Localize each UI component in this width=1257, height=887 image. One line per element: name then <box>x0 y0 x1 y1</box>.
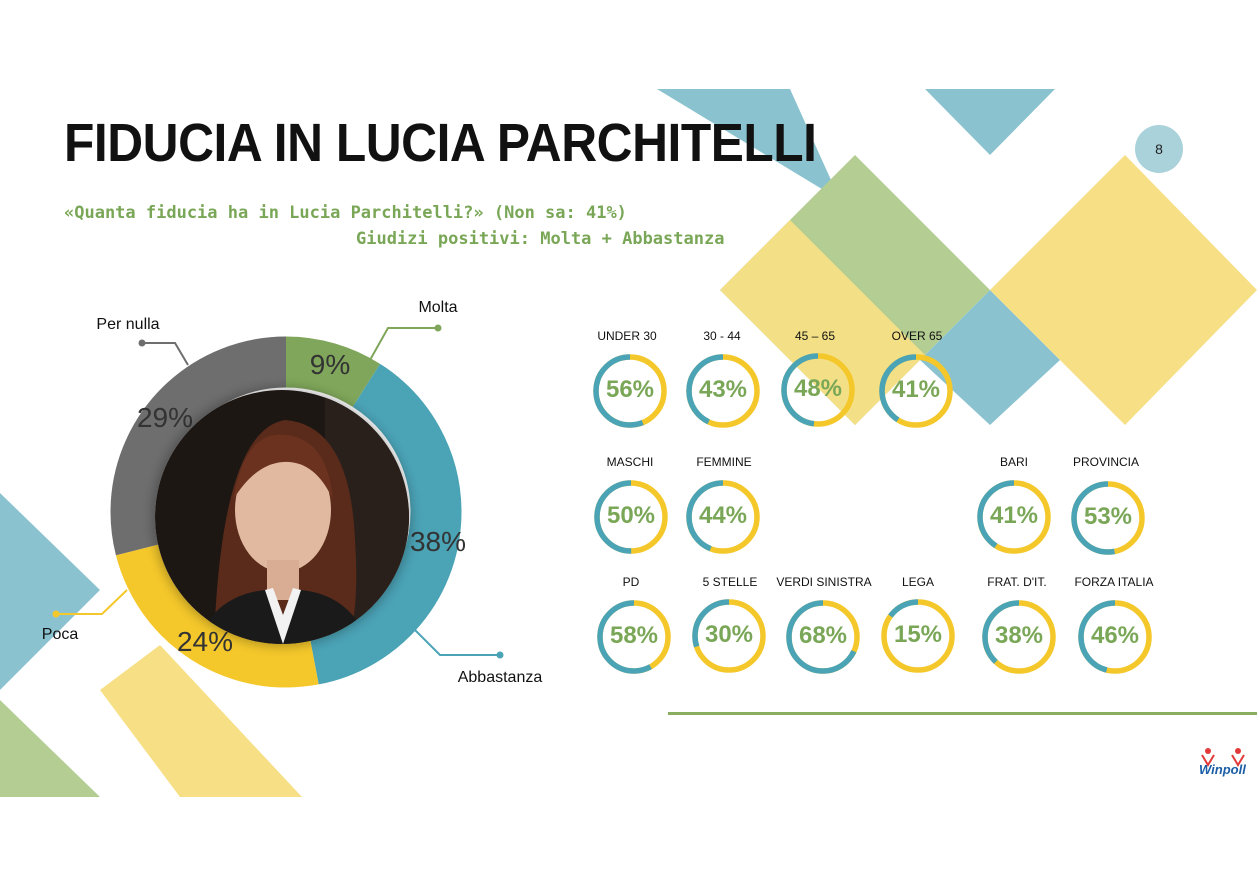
portrait-illustration <box>155 390 409 644</box>
question-subtitle: «Quanta fiducia ha in Lucia Parchitelli?… <box>64 203 627 223</box>
segment-label-frat-d-it: FRAT. D'IT. <box>987 575 1047 589</box>
segment-label-forza-italia: FORZA ITALIA <box>1074 575 1154 589</box>
deco-teal-small-triangle <box>925 89 1055 155</box>
leader-line-poca <box>56 589 128 615</box>
donut-value-abbastanza: 38% <box>410 526 466 557</box>
donut-value-poca: 24% <box>177 626 233 657</box>
deco-teal-diamond-mid <box>920 290 1060 425</box>
winpoll-logo-text: Winpoll <box>1199 762 1246 777</box>
ring-positive-frat-d-it <box>982 600 1056 674</box>
segment-value-forza-italia: 46% <box>1090 622 1140 649</box>
leader-line-abbastanza <box>414 629 500 656</box>
donut-category-per-nulla: Per nulla <box>96 316 159 333</box>
ring-positive-5-stelle <box>692 599 766 673</box>
donut-category-molta: Molta <box>418 299 457 316</box>
winpoll-logo-icon <box>1201 748 1245 767</box>
segment-label-pd: PD <box>622 575 640 589</box>
ring-positive-forza-italia <box>1078 600 1152 674</box>
ring-positive-femmine <box>686 480 760 554</box>
segment-value-5-stelle: 30% <box>704 621 754 648</box>
ring-positive-bari <box>977 480 1051 554</box>
segment-value-bari: 41% <box>989 502 1039 529</box>
footer-divider-line <box>668 712 1257 715</box>
segment-label-5-stelle: 5 STELLE <box>702 575 758 589</box>
ring-positive-verdi-sinistra <box>786 600 860 674</box>
segment-value-maschi: 50% <box>606 502 656 529</box>
deco-yellow-diamond-right <box>990 155 1257 425</box>
segment-value-45-65: 48% <box>793 375 843 402</box>
ring-positive-pd <box>597 600 671 674</box>
ring-positive-provincia <box>1071 481 1145 555</box>
segment-ring-maschi <box>594 480 668 554</box>
segment-value-femmine: 44% <box>698 502 748 529</box>
ring-positive-30-44 <box>686 354 760 428</box>
segment-value-provincia: 53% <box>1083 503 1133 530</box>
ring-positive-over-65 <box>879 354 953 428</box>
segment-label-provincia: PROVINCIA <box>1072 455 1139 469</box>
segment-ring-verdi-sinistra <box>786 600 860 674</box>
segment-ring-under-30 <box>593 354 667 428</box>
page-number-badge: 8 <box>1135 125 1183 173</box>
candidate-portrait <box>155 390 409 644</box>
segment-value-under-30: 56% <box>605 376 655 403</box>
segment-label-under-30: UNDER 30 <box>597 329 657 343</box>
segment-value-over-65: 41% <box>891 376 941 403</box>
segment-value-lega: 15% <box>893 621 943 648</box>
leader-dot-molta <box>434 324 442 332</box>
segment-label-bari: BARI <box>999 455 1028 469</box>
leader-dot-abbastanza <box>496 651 504 659</box>
donut-slice-per-nulla <box>110 336 462 688</box>
ring-positive-maschi <box>594 480 668 554</box>
donut-slice-poca <box>110 336 462 688</box>
segment-ring-forza-italia <box>1078 600 1152 674</box>
segment-label-30-44: 30 - 44 <box>703 329 741 343</box>
donut-value-per-nulla: 29% <box>137 402 193 433</box>
donut-category-poca: Poca <box>42 626 79 643</box>
segment-ring-bari <box>977 480 1051 554</box>
segment-ring-5-stelle <box>692 599 766 673</box>
positive-judgement-note: Giudizi positivi: Molta + Abbastanza <box>356 229 725 249</box>
donut-value-molta: 9% <box>310 349 350 380</box>
deco-yellow-bottom-band <box>100 645 302 797</box>
ring-positive-lega <box>881 599 955 673</box>
deco-yellow-diamond-left <box>720 220 925 425</box>
segment-label-over-65: OVER 65 <box>891 329 943 343</box>
segment-value-pd: 58% <box>609 622 659 649</box>
segment-label-verdi-sinistra: VERDI SINISTRA <box>776 575 872 589</box>
leader-dot-per-nulla <box>138 339 146 347</box>
ring-positive-45-65 <box>781 353 855 427</box>
segment-label-maschi: MASCHI <box>606 455 654 469</box>
deco-teal-left-triangle <box>0 493 100 690</box>
segment-ring-lega <box>881 599 955 673</box>
segment-label-45-65: 45 – 65 <box>794 329 836 343</box>
segment-value-verdi-sinistra: 68% <box>798 622 848 649</box>
deco-teal-triangle-top <box>657 89 840 200</box>
ring-positive-under-30 <box>593 354 667 428</box>
segment-ring-45-65 <box>781 353 855 427</box>
segment-ring-femmine <box>686 480 760 554</box>
segment-ring-over-65 <box>879 354 953 428</box>
segment-ring-pd <box>597 600 671 674</box>
segment-ring-30-44 <box>686 354 760 428</box>
leader-line-molta <box>369 327 438 361</box>
segment-label-lega: LEGA <box>901 575 934 589</box>
page-title: FIDUCIA IN LUCIA PARCHITELLI <box>64 113 817 173</box>
segment-label-femmine: FEMMINE <box>696 455 752 469</box>
leader-dot-poca <box>52 610 60 618</box>
donut-category-abbastanza: Abbastanza <box>458 669 543 686</box>
segment-ring-frat-d-it <box>982 600 1056 674</box>
segment-ring-provincia <box>1071 481 1145 555</box>
deco-green-bottom-left <box>0 700 100 797</box>
donut-slice-abbastanza <box>110 336 462 688</box>
segment-value-frat-d-it: 38% <box>994 622 1044 649</box>
segment-value-30-44: 43% <box>698 376 748 403</box>
leader-line-per-nulla <box>142 342 189 366</box>
